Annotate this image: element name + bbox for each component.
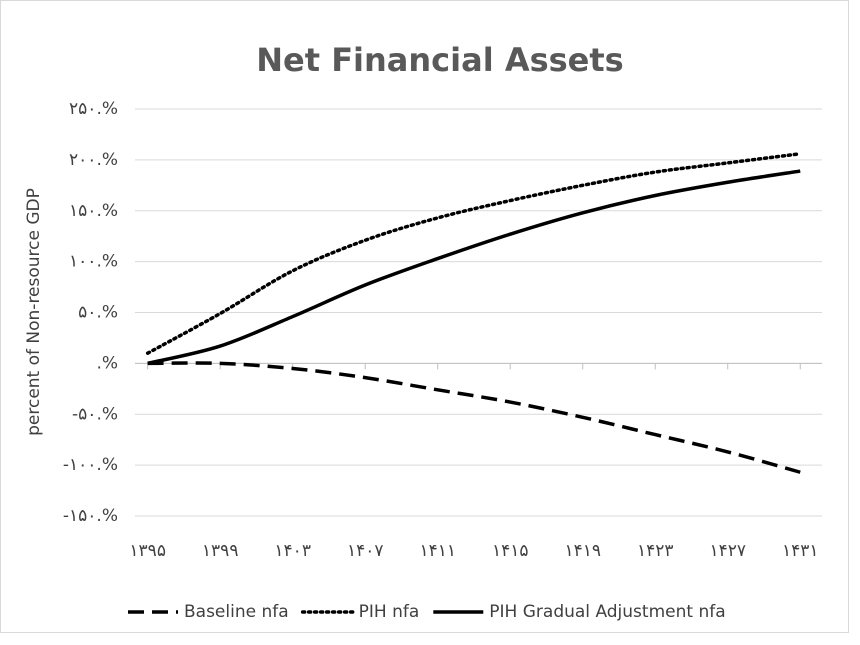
y-tick-label: ۲۵۰.% (69, 99, 118, 119)
y-tick-label: -۱۵۰.% (63, 506, 118, 526)
x-tick-label: ۱۴۳۱ (782, 541, 819, 561)
y-axis-label: percent of Non-resource GDP (24, 188, 44, 436)
x-tick-label: ۱۳۹۹ (202, 541, 239, 561)
x-tick-label: ۱۳۹۵ (129, 541, 166, 561)
legend-label: PIH nfa (359, 602, 420, 622)
y-tick-label: .% (96, 353, 118, 373)
x-tick-label: ۱۴۲۳ (637, 541, 674, 561)
x-tick-label: ۱۴۰۳ (274, 541, 311, 561)
y-tick-label: ۲۰۰.% (69, 150, 118, 170)
chart-title: Net Financial Assets (256, 41, 623, 79)
y-tick-label: -۱۰۰.% (63, 455, 118, 475)
series-line (145, 152, 802, 355)
x-tick-label: ۱۴۱۱ (419, 541, 456, 561)
series-line (147, 169, 801, 366)
chart-border (0, 0, 849, 633)
x-tick-label: ۱۴۱۹ (564, 541, 601, 561)
y-tick-label: -۵۰.% (72, 404, 118, 424)
legend-label: Baseline nfa (184, 602, 289, 622)
y-tick-label: ۱۵۰.% (69, 201, 118, 221)
y-tick-label: ۱۰۰.% (69, 252, 118, 272)
series-line (147, 361, 801, 474)
x-tick-label: ۱۴۲۷ (709, 541, 746, 561)
x-tick-label: ۱۴۰۷ (347, 541, 384, 561)
legend-label: PIH Gradual Adjustment nfa (489, 602, 725, 622)
y-tick-label: ۵۰.% (78, 303, 118, 323)
x-tick-label: ۱۴۱۵ (492, 541, 529, 561)
